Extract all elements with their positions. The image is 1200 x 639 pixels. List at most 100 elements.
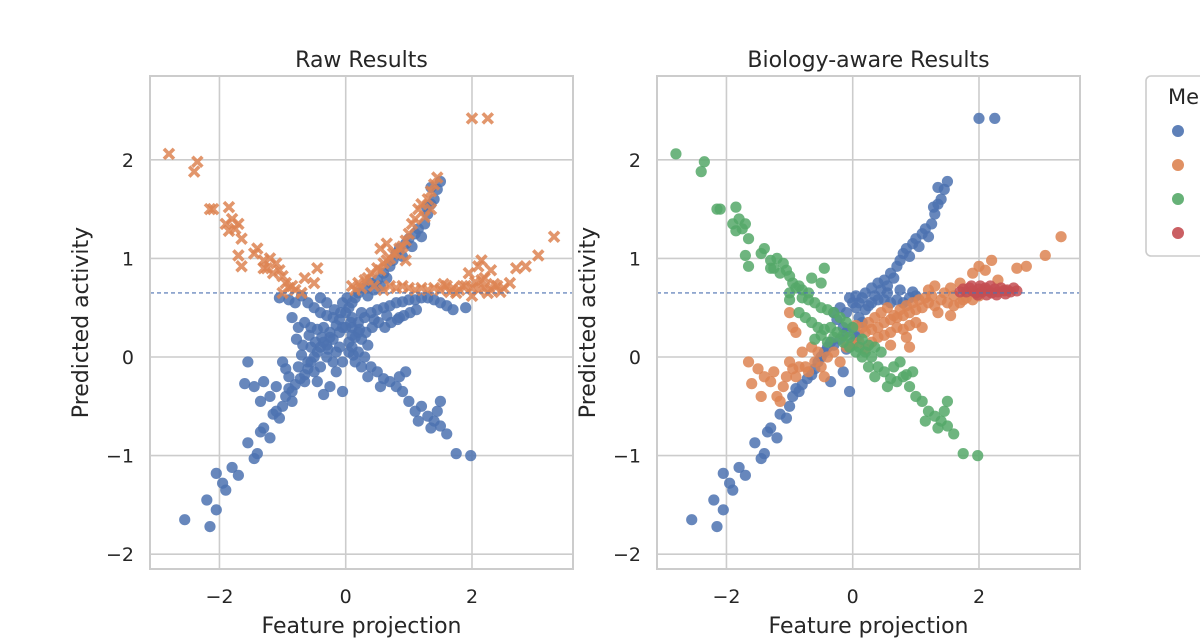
data-point xyxy=(932,307,944,319)
y-tick-label: 1 xyxy=(629,248,641,270)
data-point-x xyxy=(232,217,245,231)
data-point xyxy=(752,363,764,375)
legend-marker xyxy=(1172,227,1184,239)
data-point xyxy=(742,233,755,245)
data-point xyxy=(295,349,308,361)
data-point xyxy=(708,494,720,506)
data-point xyxy=(790,326,802,338)
data-point-x xyxy=(269,257,283,270)
y-tick-label: −1 xyxy=(106,446,134,468)
data-point xyxy=(276,356,289,368)
data-point xyxy=(922,231,935,243)
data-point xyxy=(450,448,462,460)
legend-marker xyxy=(1172,193,1184,205)
data-point xyxy=(415,400,428,412)
data-point xyxy=(903,341,916,353)
data-point xyxy=(932,422,944,434)
data-point xyxy=(948,428,960,440)
data-point xyxy=(270,380,282,393)
data-point xyxy=(434,420,447,432)
data-point xyxy=(1011,262,1023,274)
data-point xyxy=(837,336,849,348)
data-point xyxy=(264,432,276,444)
data-point xyxy=(210,467,222,479)
data-point xyxy=(239,378,251,390)
data-point xyxy=(913,240,925,253)
x-tick-label: −2 xyxy=(712,586,740,608)
data-point xyxy=(739,218,751,230)
data-point xyxy=(733,461,745,474)
data-point xyxy=(290,333,303,345)
data-point-x xyxy=(468,275,482,289)
data-points xyxy=(670,112,1067,533)
y-axis-label: Predicted activity xyxy=(576,227,601,418)
data-point-x xyxy=(367,279,381,293)
y-tick-label: −2 xyxy=(106,544,134,566)
data-point xyxy=(927,201,940,213)
data-point xyxy=(765,422,777,434)
data-point-x xyxy=(421,192,435,206)
data-point xyxy=(957,448,969,460)
data-point-x xyxy=(311,261,324,275)
data-point-x xyxy=(475,254,488,267)
data-point-x xyxy=(276,269,289,283)
data-point-x xyxy=(355,281,368,295)
data-point xyxy=(965,280,978,292)
data-point xyxy=(916,321,928,334)
data-point xyxy=(242,437,254,449)
data-point xyxy=(686,514,698,526)
data-point xyxy=(843,385,856,398)
data-point-x xyxy=(187,165,201,178)
data-point xyxy=(258,376,270,388)
data-point xyxy=(941,395,954,407)
data-point xyxy=(758,448,770,460)
data-point xyxy=(714,203,726,215)
x-axis-label: Feature projection xyxy=(262,614,462,639)
data-point xyxy=(204,521,216,533)
data-point xyxy=(790,371,802,383)
data-point xyxy=(828,346,840,358)
data-point-x xyxy=(232,249,245,262)
y-axis-label: Predicted activity xyxy=(69,227,94,418)
data-point xyxy=(755,390,767,403)
data-point xyxy=(210,504,222,516)
data-point xyxy=(815,277,827,289)
data-point xyxy=(742,260,755,272)
data-point xyxy=(938,405,950,417)
data-point xyxy=(907,286,919,298)
data-point xyxy=(818,262,830,274)
data-point xyxy=(465,450,477,462)
data-point xyxy=(783,400,796,412)
data-point-x xyxy=(206,202,220,216)
data-point-x xyxy=(484,263,498,277)
data-point-x xyxy=(203,202,217,216)
data-point xyxy=(396,385,409,398)
data-point xyxy=(292,361,304,373)
data-point xyxy=(1055,231,1067,243)
data-point xyxy=(362,339,374,351)
y-tick-label: 2 xyxy=(122,150,134,172)
data-point xyxy=(866,351,878,363)
data-point-x xyxy=(408,212,422,226)
data-point xyxy=(888,272,900,284)
data-point-x xyxy=(374,263,387,277)
data-point xyxy=(314,292,327,304)
data-point-x xyxy=(547,230,561,243)
y-tick-label: 0 xyxy=(122,347,134,369)
data-point xyxy=(765,262,777,274)
data-point xyxy=(345,316,357,329)
x-tick-label: 0 xyxy=(340,586,352,608)
data-point xyxy=(336,385,349,398)
x-tick-label: 2 xyxy=(973,586,985,608)
data-point xyxy=(327,356,339,368)
data-point-x xyxy=(380,237,394,250)
plot-frame xyxy=(656,75,1081,570)
data-point xyxy=(286,395,298,407)
data-point-x xyxy=(276,286,289,300)
data-point-x xyxy=(437,277,450,291)
data-point xyxy=(749,437,761,449)
data-point xyxy=(330,366,342,378)
data-point xyxy=(447,304,459,316)
chart-title: Raw Results xyxy=(295,48,428,73)
data-point xyxy=(336,356,349,368)
